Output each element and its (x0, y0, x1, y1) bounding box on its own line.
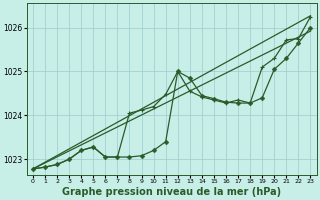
X-axis label: Graphe pression niveau de la mer (hPa): Graphe pression niveau de la mer (hPa) (62, 187, 281, 197)
